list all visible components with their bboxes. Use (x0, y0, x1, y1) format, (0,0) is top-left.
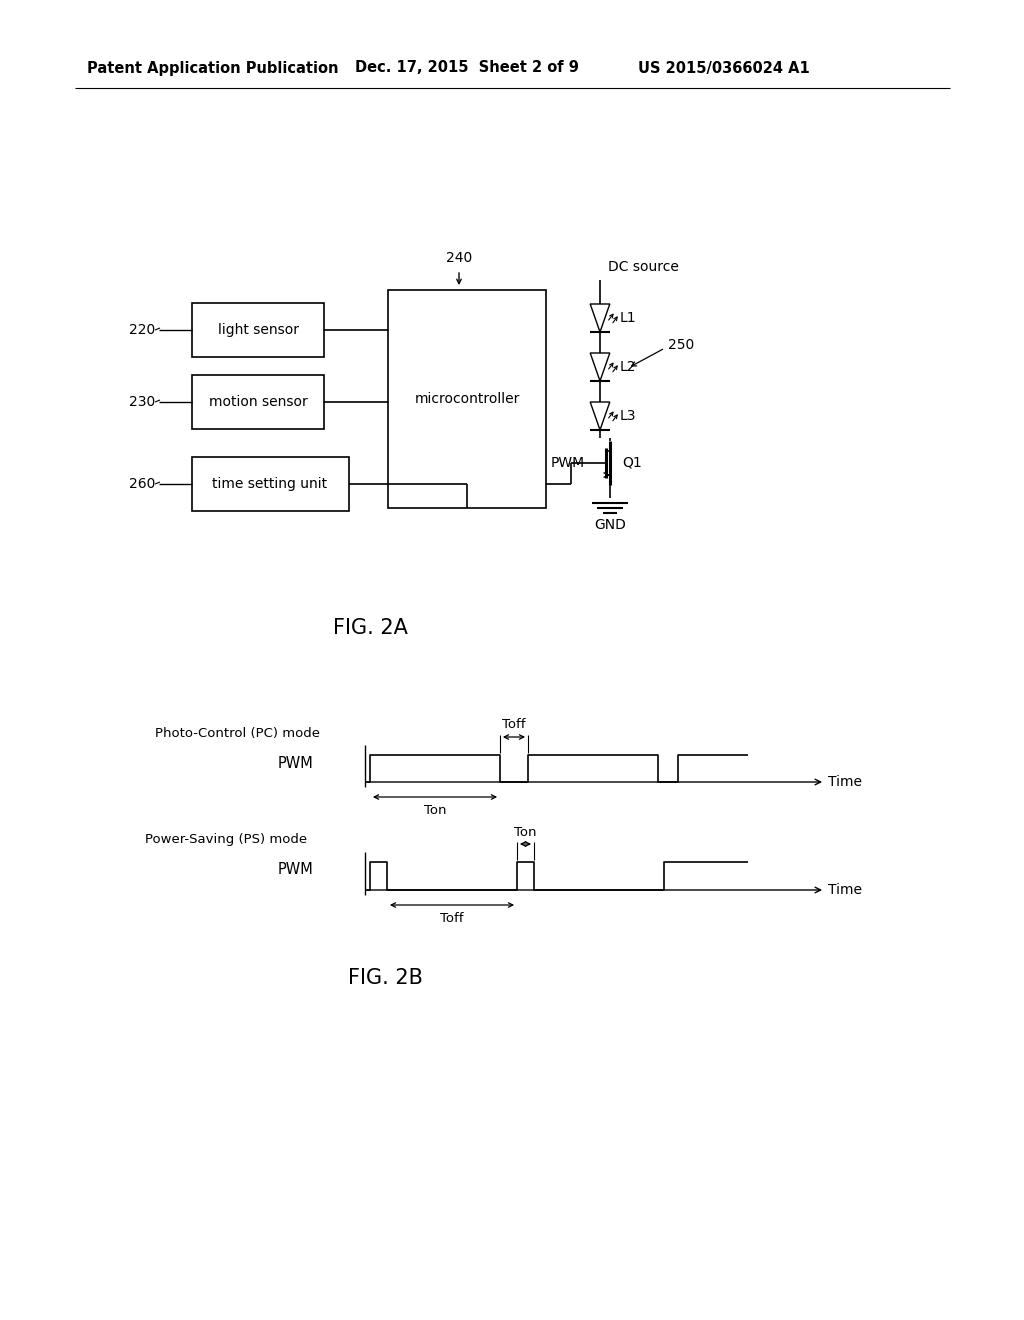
Text: L2: L2 (620, 360, 637, 374)
Text: L3: L3 (620, 409, 637, 422)
Text: Power-Saving (PS) mode: Power-Saving (PS) mode (145, 833, 307, 846)
Text: US 2015/0366024 A1: US 2015/0366024 A1 (638, 61, 810, 75)
Bar (388, 290, 546, 508)
Text: Time: Time (828, 775, 862, 789)
Bar (193, 375, 324, 429)
Text: FIG. 2A: FIG. 2A (333, 618, 408, 638)
Text: L1: L1 (620, 312, 637, 325)
Text: Ton: Ton (514, 825, 537, 838)
Text: time setting unit: time setting unit (212, 477, 328, 491)
Text: Patent Application Publication: Patent Application Publication (87, 61, 339, 75)
Text: 220: 220 (129, 323, 155, 337)
Text: 260: 260 (129, 477, 155, 491)
Text: PWM: PWM (278, 862, 313, 878)
Text: PWM: PWM (278, 755, 313, 771)
Text: 240: 240 (445, 251, 472, 265)
Text: Q1: Q1 (622, 455, 642, 470)
Text: 230: 230 (129, 395, 155, 409)
Text: Ton: Ton (424, 804, 446, 817)
Text: microcontroller: microcontroller (415, 392, 520, 407)
Text: Toff: Toff (502, 718, 525, 731)
Text: DC source: DC source (608, 260, 679, 275)
Text: Toff: Toff (440, 912, 464, 925)
Bar (193, 457, 349, 511)
Bar (193, 304, 324, 356)
Text: Dec. 17, 2015  Sheet 2 of 9: Dec. 17, 2015 Sheet 2 of 9 (355, 61, 579, 75)
Text: motion sensor: motion sensor (209, 395, 307, 409)
Text: PWM: PWM (551, 455, 585, 470)
Text: Photo-Control (PC) mode: Photo-Control (PC) mode (155, 726, 319, 739)
Text: 250: 250 (668, 338, 694, 352)
Text: GND: GND (594, 517, 626, 532)
Text: Time: Time (828, 883, 862, 898)
Text: light sensor: light sensor (217, 323, 299, 337)
Text: FIG. 2B: FIG. 2B (347, 968, 423, 987)
